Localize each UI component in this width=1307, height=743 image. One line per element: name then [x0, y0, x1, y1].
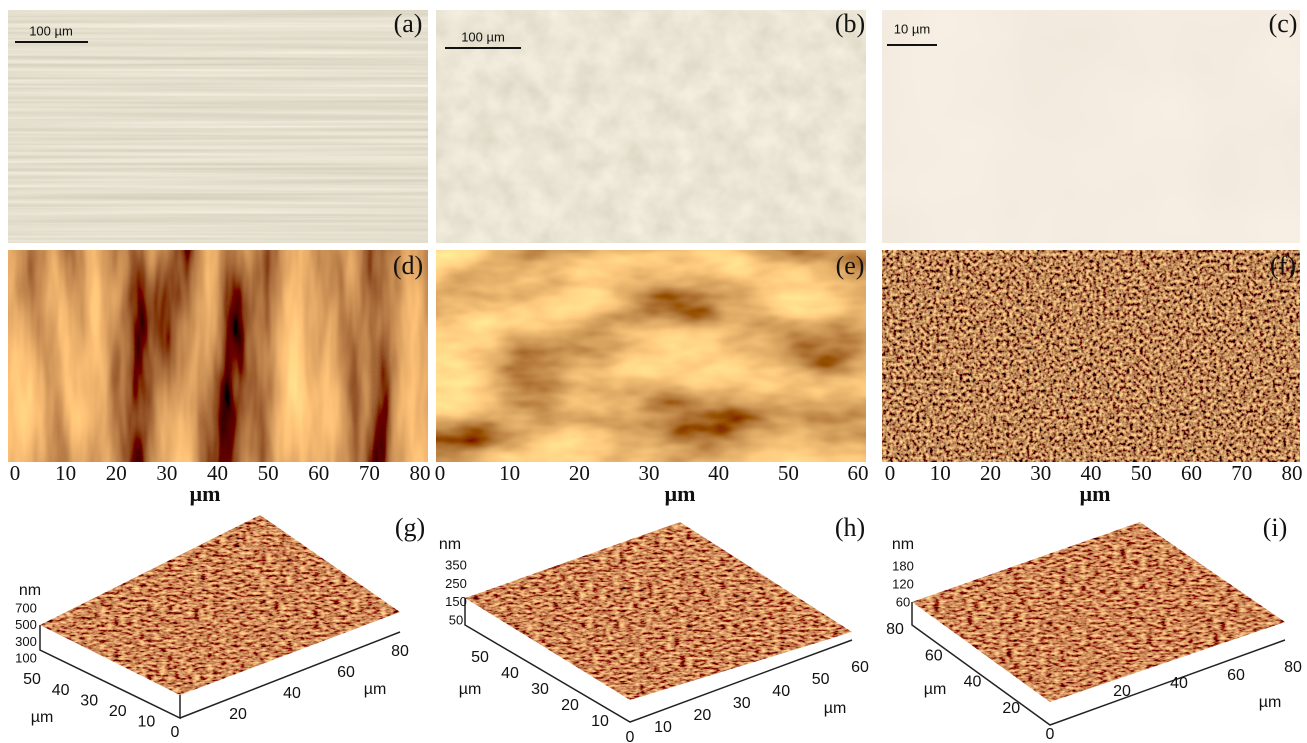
y-tick-label: 30 — [531, 681, 549, 698]
panel-label: (a) — [394, 9, 423, 38]
z-tick-label: 50 — [449, 612, 463, 627]
panel-label: (g) — [395, 513, 425, 542]
scale-label: 10 µm — [894, 21, 930, 36]
y-tick-label: 20 — [561, 697, 579, 714]
x-tick-label: 50 — [778, 461, 799, 485]
x-tick-label: 60 — [1181, 461, 1202, 485]
y-tick-label: 30 — [80, 692, 98, 709]
x-tick-label: 40 — [283, 685, 301, 702]
afm-image — [436, 250, 866, 462]
y-tick-label: 40 — [964, 674, 982, 691]
x-tick-label: 20 — [980, 461, 1001, 485]
x-tick-label: 60 — [337, 664, 355, 681]
panel-label: (e) — [836, 251, 865, 280]
panel-label: (d) — [393, 251, 423, 280]
x-axis-label: µm — [824, 700, 847, 717]
x-tick-label: 20 — [569, 461, 590, 485]
y-tick-label: 10 — [138, 714, 156, 731]
surface-3d — [440, 500, 880, 743]
x-tick-label: 50 — [1131, 461, 1152, 485]
panel-label: (i) — [1263, 513, 1288, 542]
figure: (a)100 µm(b)100 µm(c)10 µm(d)01020304050… — [0, 0, 1307, 743]
z-tick-label: 150 — [445, 594, 467, 609]
z-axis-label: nm — [892, 536, 914, 553]
y-tick-label: 50 — [23, 671, 41, 688]
x-tick-label: 40 — [1170, 675, 1188, 692]
scale-label: 100 µm — [29, 23, 73, 38]
micrograph — [436, 10, 866, 243]
y-axis-label: µm — [459, 681, 482, 698]
x-tick-label: 30 — [733, 695, 751, 712]
x-tick-label: 80 — [1282, 461, 1303, 485]
x-tick-label: 30 — [639, 461, 660, 485]
y-tick-label: 20 — [1002, 700, 1020, 717]
x-tick-label: 40 — [708, 461, 729, 485]
y-tick-label: 40 — [52, 682, 70, 699]
panel-label: (h) — [835, 513, 865, 542]
x-axis-label: µm — [664, 481, 695, 506]
x-tick-label: 70 — [359, 461, 380, 485]
x-tick-label: 80 — [410, 461, 431, 485]
micrograph — [882, 10, 1300, 243]
z-tick-label: 180 — [892, 558, 914, 573]
y-tick-label: 0 — [171, 724, 180, 741]
z-tick-label: 120 — [892, 576, 914, 591]
x-tick-label: 50 — [812, 671, 830, 688]
x-tick-label: 80 — [391, 643, 409, 660]
afm-image — [8, 250, 428, 462]
z-tick-label: 700 — [15, 600, 37, 615]
surface-3d — [880, 500, 1307, 743]
afm-image — [882, 250, 1300, 462]
x-tick-label: 20 — [1113, 683, 1131, 700]
x-tick-label: 60 — [1227, 667, 1245, 684]
x-tick-label: 60 — [851, 659, 869, 676]
x-tick-label: 10 — [55, 461, 76, 485]
scale-label: 100 µm — [461, 29, 505, 44]
z-tick-label: 60 — [896, 594, 910, 609]
x-axis-label: µm — [189, 481, 220, 506]
x-axis-label: µm — [364, 681, 387, 698]
surface-3d — [0, 500, 440, 743]
x-axis-label: µm — [1259, 694, 1282, 711]
y-axis-label: µm — [31, 709, 54, 726]
x-tick-label: 10 — [499, 461, 520, 485]
y-axis-label: µm — [924, 681, 947, 698]
x-axis-label: µm — [1079, 481, 1110, 506]
y-tick-label: 80 — [886, 621, 904, 638]
z-tick-label: 300 — [15, 634, 37, 649]
x-tick-label: 30 — [1030, 461, 1051, 485]
x-tick-label: 80 — [1284, 659, 1302, 676]
z-tick-label: 500 — [15, 617, 37, 632]
y-tick-label: 20 — [109, 703, 127, 720]
z-tick-label: 350 — [445, 557, 467, 572]
x-tick-label: 20 — [694, 707, 712, 724]
panel-label: (c) — [1269, 9, 1298, 38]
panel-label: (f) — [1270, 251, 1296, 280]
y-tick-label: 0 — [1046, 726, 1055, 743]
z-tick-label: 250 — [445, 576, 467, 591]
y-tick-label: 60 — [925, 647, 943, 664]
x-tick-label: 60 — [308, 461, 329, 485]
panel-label: (b) — [835, 9, 865, 38]
z-axis-label: nm — [19, 582, 41, 599]
y-tick-label: 40 — [501, 665, 519, 682]
x-tick-label: 20 — [229, 706, 247, 723]
y-tick-label: 10 — [591, 713, 609, 730]
z-tick-label: 100 — [15, 650, 37, 665]
y-tick-label: 0 — [626, 729, 635, 743]
x-tick-label: 50 — [258, 461, 279, 485]
x-tick-label: 0 — [435, 461, 446, 485]
x-tick-label: 70 — [1231, 461, 1252, 485]
x-tick-label: 60 — [848, 461, 869, 485]
x-tick-label: 40 — [772, 683, 790, 700]
x-tick-label: 0 — [10, 461, 21, 485]
x-tick-label: 30 — [156, 461, 177, 485]
y-tick-label: 50 — [471, 649, 489, 666]
micrograph — [8, 10, 428, 243]
x-tick-label: 10 — [654, 719, 672, 736]
x-tick-label: 0 — [885, 461, 896, 485]
z-axis-label: nm — [439, 536, 461, 553]
x-tick-label: 20 — [106, 461, 127, 485]
x-tick-label: 10 — [930, 461, 951, 485]
